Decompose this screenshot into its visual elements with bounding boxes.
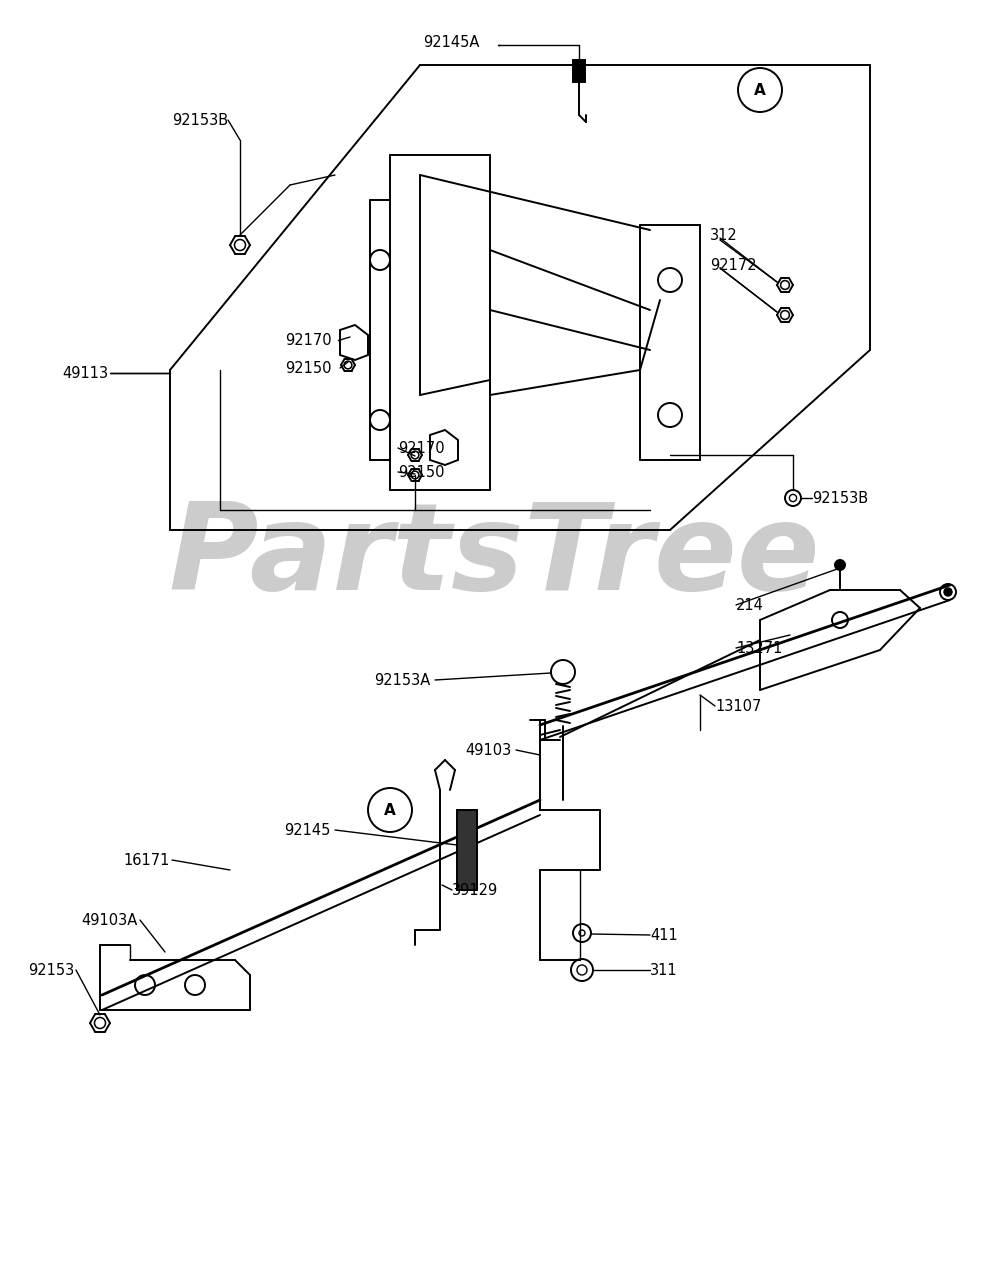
Text: 311: 311: [650, 963, 677, 978]
Text: ™: ™: [683, 529, 705, 549]
Text: 92172: 92172: [710, 257, 757, 273]
Text: A: A: [755, 82, 765, 97]
Circle shape: [944, 588, 952, 596]
Bar: [573, 60, 585, 82]
Text: 13107: 13107: [715, 699, 762, 713]
Text: 13271: 13271: [736, 640, 782, 655]
Text: 92150: 92150: [398, 465, 444, 480]
Text: A: A: [384, 803, 396, 818]
Text: 92153: 92153: [28, 963, 74, 978]
Circle shape: [835, 561, 845, 570]
Text: 39129: 39129: [452, 882, 498, 897]
Text: 92145: 92145: [284, 823, 330, 837]
Text: 49113: 49113: [62, 366, 108, 380]
Text: 92153B: 92153B: [812, 490, 868, 506]
Text: 411: 411: [650, 928, 677, 942]
Text: 16171: 16171: [124, 852, 170, 868]
Text: 92170: 92170: [398, 440, 445, 456]
Text: 92150: 92150: [286, 361, 332, 375]
Text: 92145A: 92145A: [423, 35, 480, 50]
Text: 312: 312: [710, 228, 738, 242]
Text: 92153A: 92153A: [374, 672, 430, 687]
Text: 92170: 92170: [286, 333, 332, 347]
Text: PartsTree: PartsTree: [169, 498, 820, 616]
Text: 92153B: 92153B: [172, 113, 228, 128]
Text: 214: 214: [736, 598, 764, 613]
Bar: [457, 810, 477, 890]
Text: 49103A: 49103A: [82, 913, 138, 928]
Text: 49103: 49103: [466, 742, 512, 758]
